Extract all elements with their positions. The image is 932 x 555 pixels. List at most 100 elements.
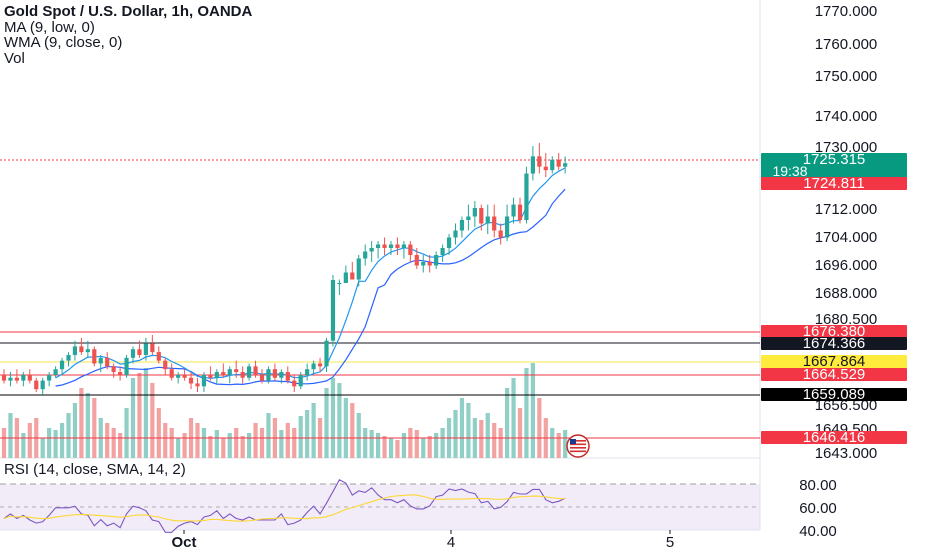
candle[interactable] [421,262,426,266]
price-label-badge[interactable] [761,368,907,381]
candle[interactable] [137,349,142,355]
candle[interactable] [479,208,484,224]
candle[interactable] [382,244,387,249]
candle[interactable] [227,369,232,375]
candle[interactable] [72,346,78,355]
candle[interactable] [395,244,400,249]
candle[interactable] [285,372,290,381]
candle[interactable] [1,374,7,381]
candle[interactable] [34,380,39,390]
candle[interactable] [317,363,323,367]
candle[interactable] [14,377,19,381]
candle[interactable] [130,349,136,358]
candle[interactable] [524,173,529,220]
candle[interactable] [543,166,548,171]
candle[interactable] [105,357,110,367]
candle[interactable] [195,383,200,387]
candle[interactable] [446,237,452,249]
candle[interactable] [176,374,181,378]
candle[interactable] [414,255,419,266]
price-label-badge[interactable] [761,355,907,368]
candle[interactable] [350,272,355,280]
candle[interactable] [434,255,439,266]
candle[interactable] [556,159,561,167]
candle[interactable] [343,272,348,284]
indicator-ma-label[interactable]: MA (9, low, 0) [4,18,95,36]
price-label-badge[interactable] [761,431,907,444]
candle[interactable] [408,244,413,256]
candle[interactable] [563,163,568,167]
price-label-badge[interactable] [761,177,907,190]
candle[interactable] [440,248,445,255]
candle[interactable] [208,374,213,378]
candle[interactable] [118,372,123,375]
candle[interactable] [272,369,277,378]
candle[interactable] [214,372,219,378]
candle[interactable] [169,369,174,378]
candle[interactable] [150,343,155,353]
candle[interactable] [266,369,271,381]
candle[interactable] [292,380,297,387]
candle[interactable] [259,374,265,381]
candle[interactable] [66,354,71,361]
candle[interactable] [401,244,406,249]
candle[interactable] [53,369,58,375]
candle[interactable] [311,363,316,370]
candle[interactable] [240,372,245,378]
candle[interactable] [201,374,207,387]
candle[interactable] [221,372,226,375]
candle[interactable] [182,374,187,378]
candle[interactable] [376,244,381,249]
candle[interactable] [124,357,129,375]
candle[interactable] [388,244,394,249]
candle[interactable] [188,377,194,384]
symbol-legend[interactable]: Gold Spot / U.S. Dollar, 1h, OANDA MA (9… [4,4,252,66]
candle[interactable] [485,216,490,224]
candle[interactable] [111,366,116,373]
candle[interactable] [156,352,161,361]
candle[interactable] [427,262,432,266]
candle[interactable] [511,204,516,217]
candle[interactable] [492,216,497,231]
candle[interactable] [163,360,168,370]
candle[interactable] [472,208,477,217]
candle[interactable] [8,377,13,381]
candle[interactable] [550,159,555,171]
candle[interactable] [234,369,239,373]
candle[interactable] [517,204,523,220]
candle[interactable] [498,230,503,238]
price-label-badge[interactable] [761,337,907,350]
candle[interactable] [324,340,329,367]
candle[interactable] [530,156,535,174]
candle[interactable] [466,216,471,221]
candle[interactable] [47,374,52,381]
us-flag-icon[interactable] [566,434,590,458]
candle[interactable] [21,374,26,381]
price-label-badge[interactable] [761,153,907,178]
candle[interactable] [337,283,342,284]
candle[interactable] [279,372,284,378]
indicator-wma-label[interactable]: WMA (9, close, 0) [4,34,123,51]
candle[interactable] [143,343,148,355]
price-label-badge[interactable] [761,325,907,338]
candle[interactable] [459,220,465,231]
symbol-title[interactable]: Gold Spot / U.S. Dollar, 1h, OANDA [4,3,253,20]
candle[interactable] [253,366,258,375]
candle[interactable] [98,357,103,364]
rsi-legend[interactable]: RSI (14, close, SMA, 14, 2) [4,461,186,478]
candle[interactable] [537,156,542,167]
candle[interactable] [27,374,32,381]
candle[interactable] [330,280,336,341]
candle[interactable] [247,366,252,378]
price-label-badge[interactable] [761,388,907,401]
candle[interactable] [92,349,97,364]
candle[interactable] [356,258,361,280]
candle[interactable] [79,346,84,353]
candle[interactable] [85,349,90,353]
candle[interactable] [305,369,310,375]
candle[interactable] [363,251,368,259]
candle[interactable] [505,216,510,238]
candle[interactable] [453,230,458,238]
candle[interactable] [59,360,65,370]
